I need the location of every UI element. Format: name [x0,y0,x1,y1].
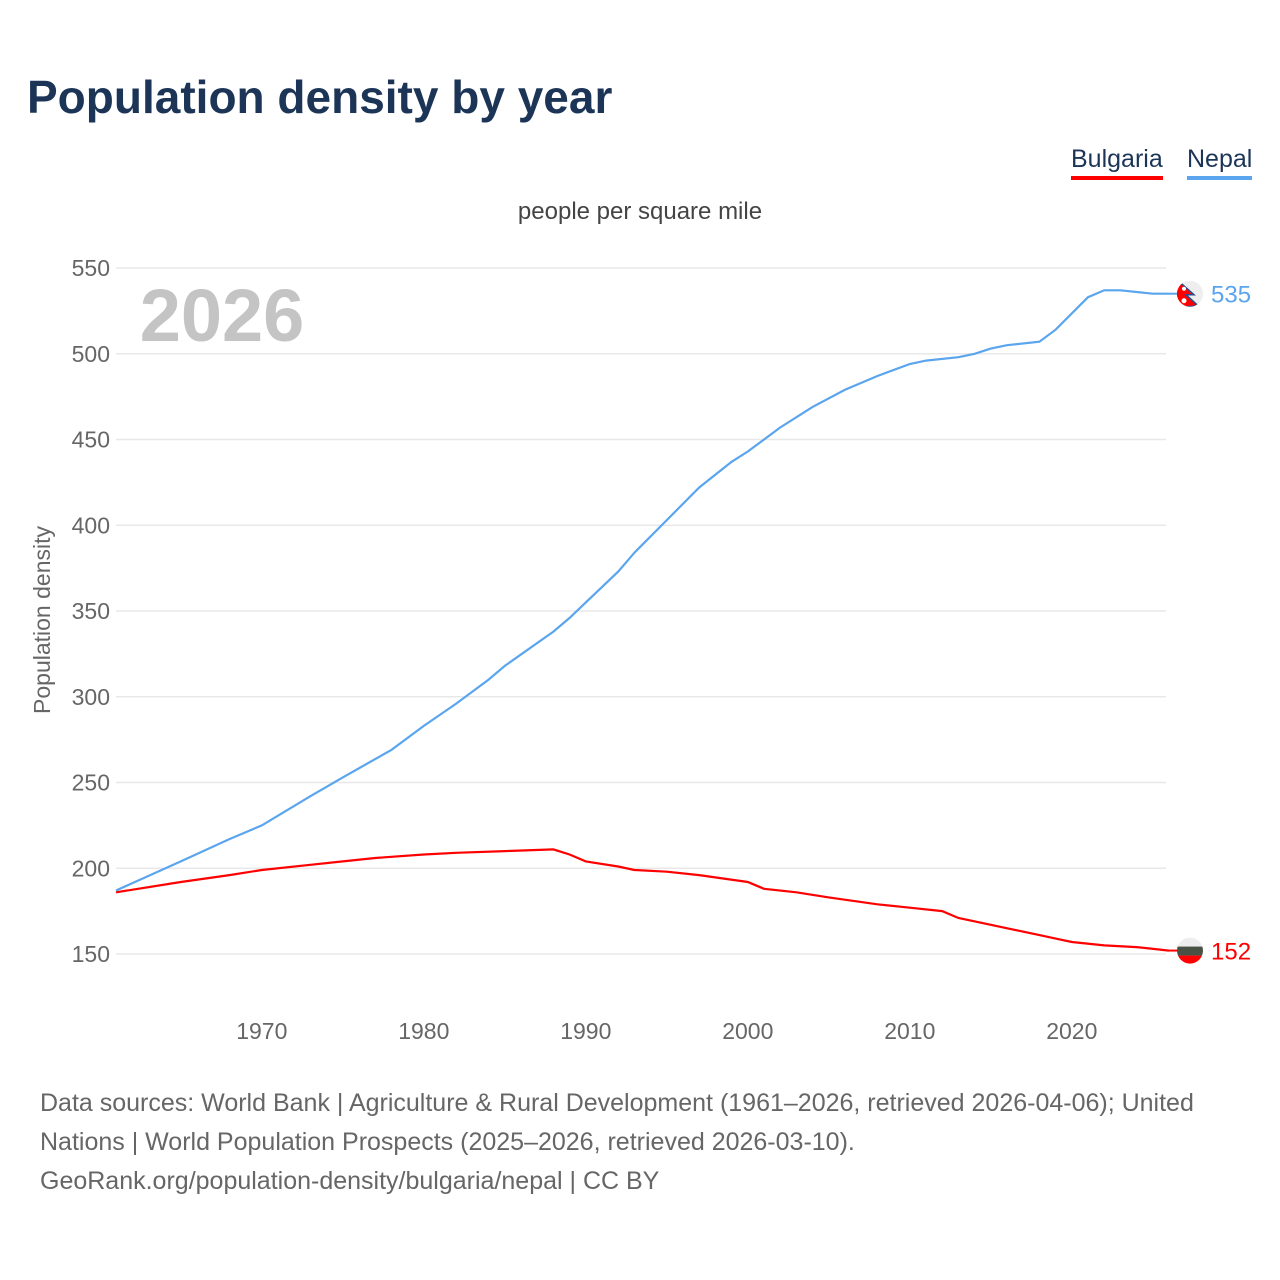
x-tick-label: 1990 [560,1018,611,1044]
y-tick-label: 300 [72,684,110,710]
chart-title: Population density by year [27,71,613,123]
y-tick-label: 200 [72,855,110,881]
unit-label: people per square mile [517,198,763,225]
series-line-nepal [115,289,1169,892]
y-tick-label: 400 [72,512,110,538]
y-tick-label: 250 [72,770,110,796]
year-watermark: 2026 [140,274,305,357]
footer: Data sources: World Bank | Agriculture &… [40,1084,1250,1201]
end-label-bulgaria: 152 [1211,939,1251,966]
source-url[interactable]: GeoRank.org/population-density/bulgaria/… [40,1167,660,1195]
x-tick-label: 2020 [1046,1018,1097,1044]
x-tick-label: 2000 [722,1018,773,1044]
y-tick-label: 550 [72,255,110,281]
y-axis-label: Population density [29,526,55,714]
bulgaria-flag-icon [1177,937,1203,964]
x-tick-label: 1970 [236,1018,287,1044]
y-tick-label: 150 [72,941,110,967]
legend-item-bulgaria[interactable]: Bulgaria [1071,145,1163,180]
legend-item-nepal[interactable]: Nepal [1187,145,1253,180]
y-tick-label: 350 [72,598,110,624]
x-tick-label: 2010 [884,1018,935,1044]
nepal-flag-icon [1177,280,1203,307]
x-tick-label: 1980 [398,1018,449,1044]
data-sources: Data sources: World Bank | Agriculture &… [40,1089,1194,1156]
series-line-bulgaria [115,848,1170,952]
end-label-nepal: 535 [1211,282,1251,309]
y-tick-label: 500 [72,341,110,367]
y-tick-label: 450 [72,427,110,453]
